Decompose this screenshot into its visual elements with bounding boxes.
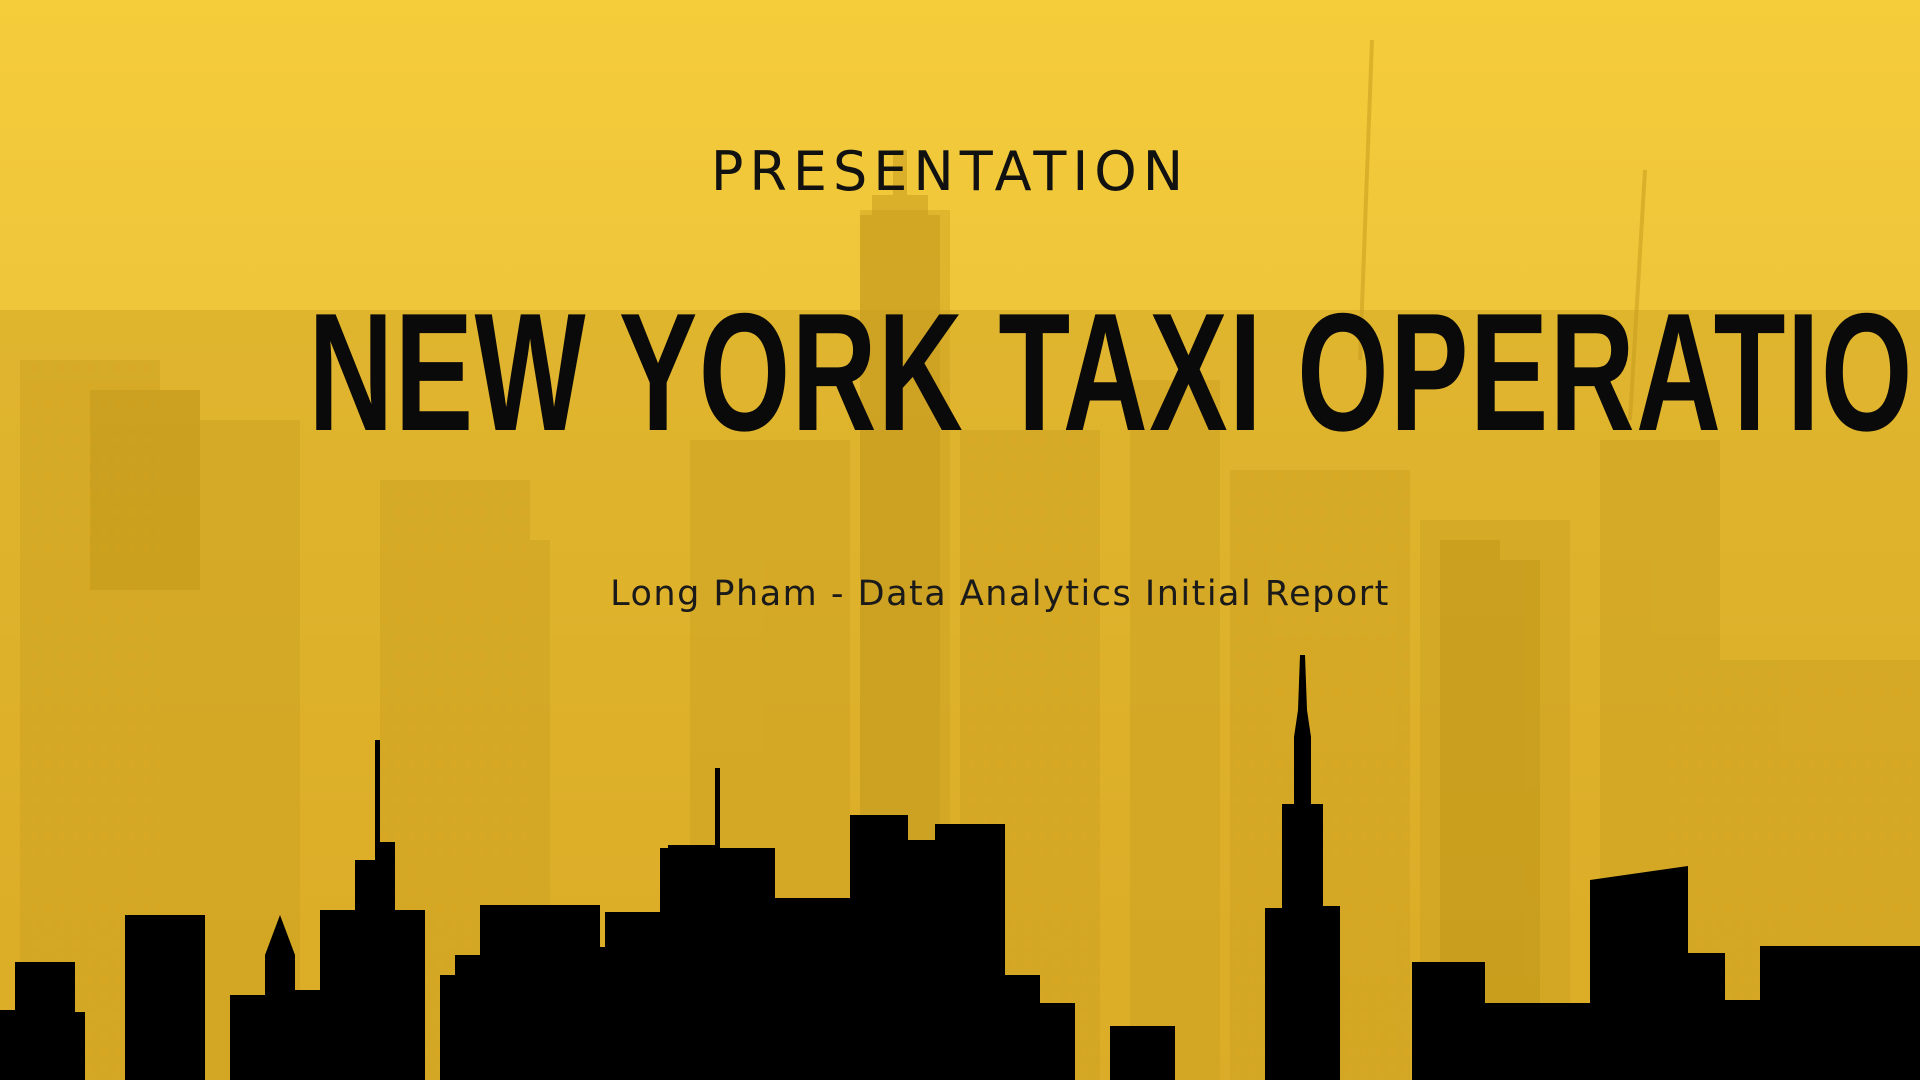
slide-title: NEW YORK TAXI OPERATION — [308, 282, 1652, 462]
slide-subtitle: Long Pham - Data Analytics Initial Repor… — [40, 574, 1920, 614]
presentation-label: PRESENTATION — [0, 140, 1900, 203]
